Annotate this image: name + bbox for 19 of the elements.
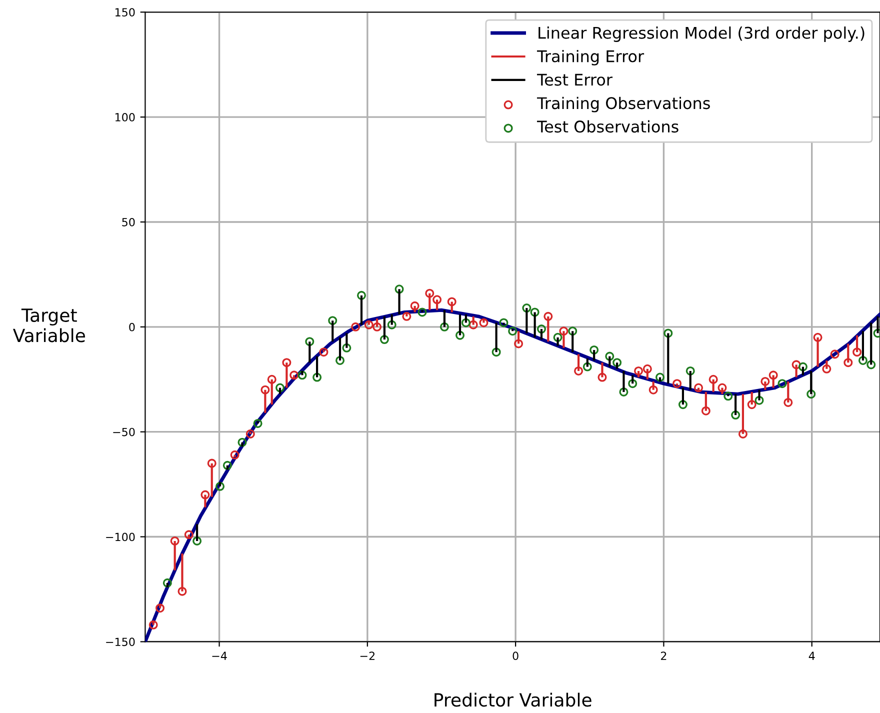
x-tick-label: 4 bbox=[808, 652, 815, 660]
y-tick-label: 100 bbox=[115, 113, 135, 122]
legend-label: Training Observations bbox=[536, 96, 710, 112]
y-tick-label: 0 bbox=[129, 322, 135, 332]
y-tick-label: −100 bbox=[106, 532, 135, 542]
y-tick-label: 50 bbox=[122, 218, 135, 226]
x-tick-label: 0 bbox=[512, 652, 518, 660]
x-tick-label: −4 bbox=[212, 652, 227, 660]
x-tick-label: −2 bbox=[360, 652, 374, 660]
x-axis-title: Predictor Variable bbox=[434, 692, 592, 707]
legend-label: Test Observations bbox=[536, 120, 678, 133]
y-axis-title: Target Variable bbox=[12, 308, 85, 342]
y-tick-label: −50 bbox=[113, 428, 135, 436]
x-tick-label: 2 bbox=[660, 652, 666, 660]
y-tick-label: −150 bbox=[106, 638, 135, 646]
legend-label: Linear Regression Model (3rd order poly.) bbox=[538, 26, 864, 42]
legend-label: Training Error bbox=[536, 50, 644, 66]
legend-label: Test Error bbox=[536, 74, 612, 86]
y-tick-label: 150 bbox=[115, 8, 135, 16]
